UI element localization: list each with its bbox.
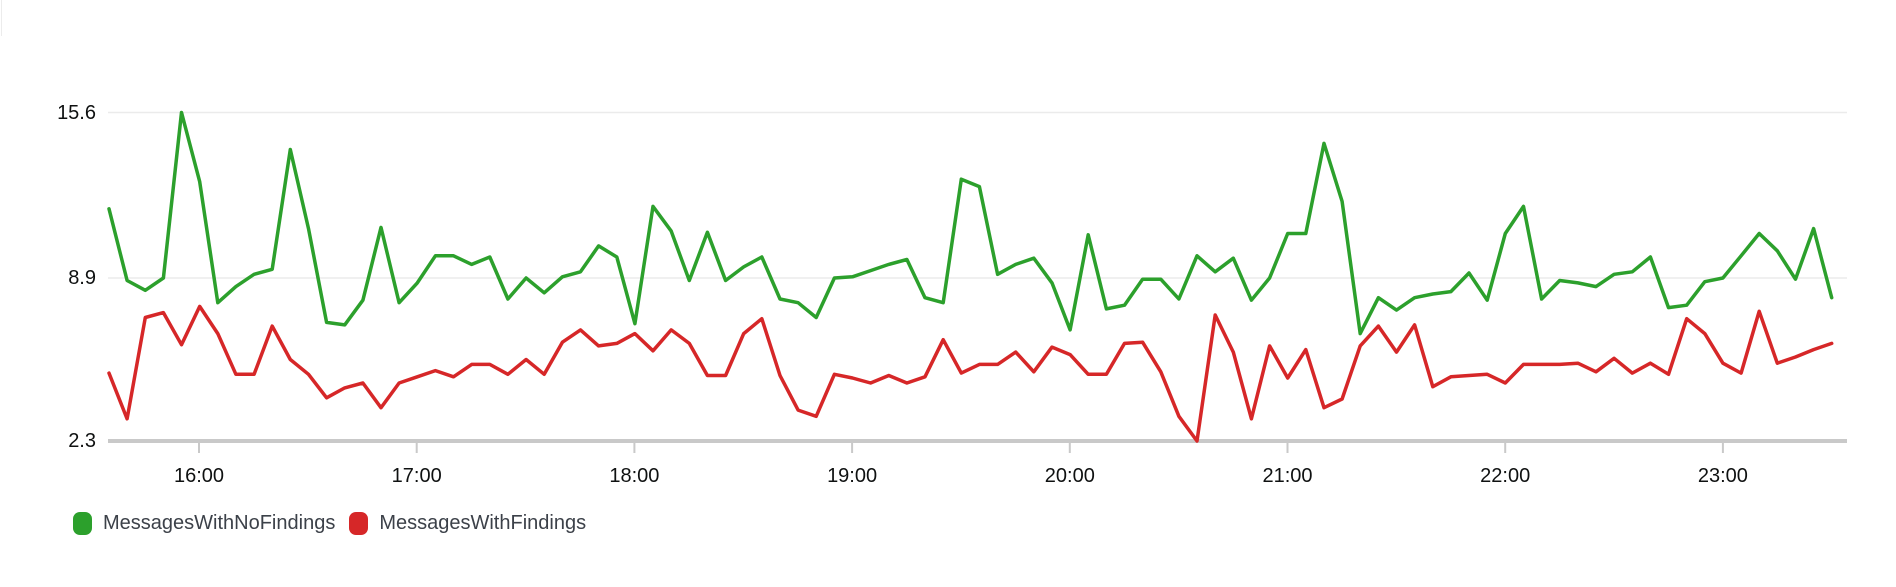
legend-swatch-green [73, 511, 92, 535]
x-axis-tick-label: 20:00 [1044, 465, 1095, 487]
legend-item-messages-with-no-findings[interactable]: MessagesWithNoFindings [73, 510, 335, 536]
x-axis-tick-label: 21:00 [1262, 465, 1313, 487]
y-axis-tick-label: 8.9 [68, 266, 96, 289]
legend-label-messages-with-no-findings: MessagesWithNoFindings [103, 512, 336, 534]
chart-legend: MessagesWithNoFindings MessagesWithFindi… [73, 510, 586, 536]
x-axis-tick-label: 17:00 [391, 465, 442, 487]
x-axis-tick-label: 23:00 [1697, 465, 1748, 487]
series-line-MessagesWithFindings [107, 304, 1834, 443]
x-axis-tick-label: 18:00 [609, 465, 660, 487]
legend-swatch-red [349, 511, 369, 535]
x-axis-tick-label: 16:00 [173, 465, 225, 487]
y-axis-tick-label: 2.3 [68, 430, 96, 452]
series-line-MessagesWithNoFindings [107, 110, 1834, 336]
x-axis-tick-label: 19:00 [827, 465, 878, 487]
y-axis-tick-label: 15.6 [57, 101, 96, 124]
legend-label-messages-with-findings: MessagesWithFindings [379, 512, 587, 534]
card-left-edge [1, 0, 2, 36]
legend-item-messages-with-findings[interactable]: MessagesWithFindings [349, 510, 586, 536]
x-axis-tick-label: 22:00 [1480, 465, 1531, 487]
